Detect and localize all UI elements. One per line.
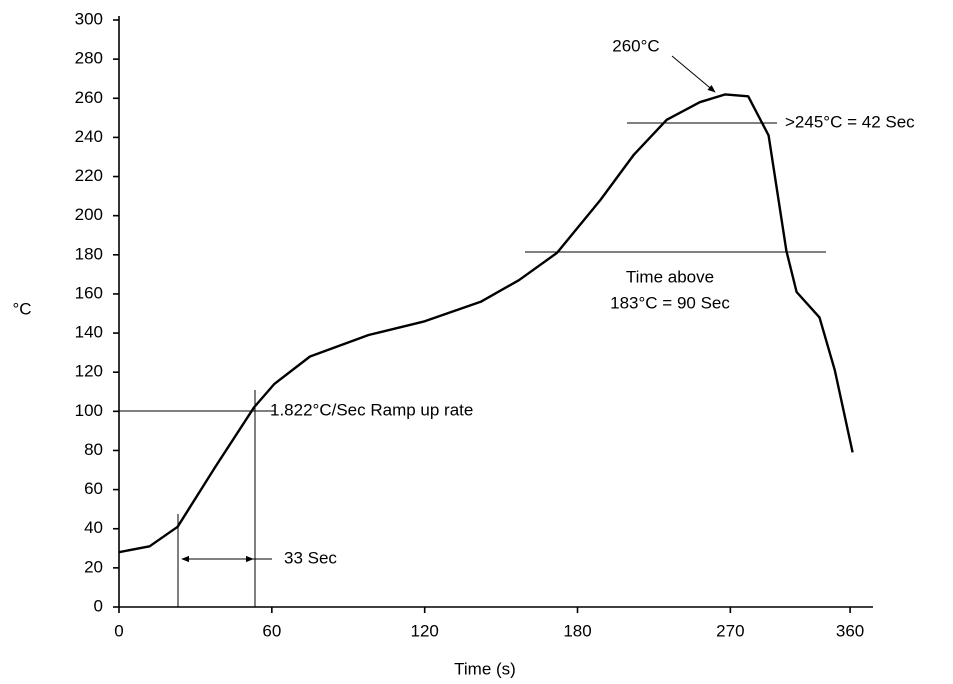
y-tick-label: 160	[75, 283, 103, 302]
y-tick-label: 80	[84, 440, 103, 459]
y-tick-label: 0	[94, 596, 103, 615]
x-tick-label: 360	[836, 621, 864, 640]
annotation: >245°C = 42 Sec	[785, 112, 915, 131]
x-tick-label: 0	[114, 621, 123, 640]
y-tick-label: 260	[75, 88, 103, 107]
x-tick-label: 180	[563, 621, 591, 640]
temperature-line	[118, 93, 854, 554]
y-tick-label: 200	[75, 205, 103, 224]
y-tick-label: 20	[84, 557, 103, 576]
x-axis-label: Time (s)	[454, 659, 516, 678]
y-tick-label: 140	[75, 323, 103, 342]
annotation: 1.822°C/Sec Ramp up rate	[270, 400, 473, 419]
x-tick-label: 60	[262, 621, 281, 640]
y-tick-label: 40	[84, 518, 103, 537]
annotation: Time above	[626, 267, 714, 286]
peak-arrow	[671, 55, 716, 93]
x-tick-label: 120	[410, 621, 438, 640]
y-tick-label: 120	[75, 362, 103, 381]
annotation: 33 Sec	[284, 548, 337, 567]
annotation: 260°C	[612, 36, 659, 55]
y-tick-label: 60	[84, 479, 103, 498]
y-tick-label: 300	[75, 9, 103, 28]
y-tick-label: 220	[75, 166, 103, 185]
y-axis-label: °C	[12, 299, 31, 318]
y-tick-label: 280	[75, 49, 103, 68]
y-tick-label: 180	[75, 244, 103, 263]
y-tick-label: 100	[75, 401, 103, 420]
annotation: 183°C = 90 Sec	[610, 293, 730, 312]
y-tick-label: 240	[75, 127, 103, 146]
x-tick-label: 270	[716, 621, 744, 640]
